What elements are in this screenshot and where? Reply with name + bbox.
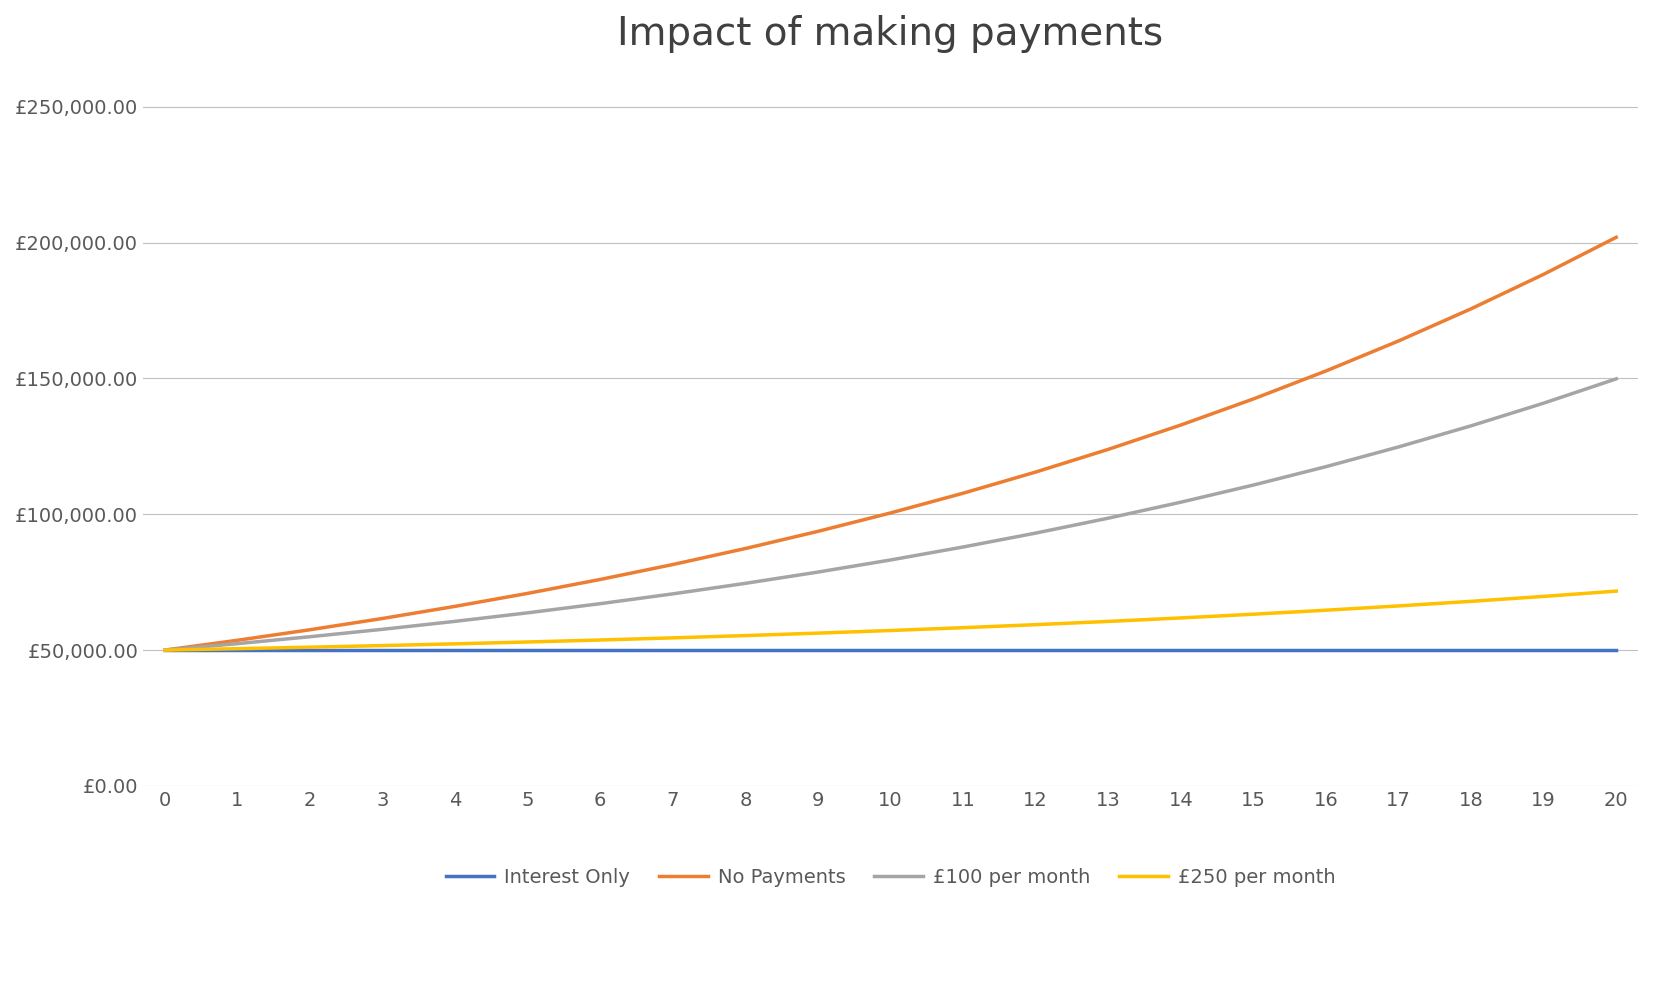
£250 per month bbox=[517, 636, 537, 648]
No Payments bbox=[1461, 302, 1481, 314]
No Payments bbox=[1243, 393, 1263, 405]
No Payments bbox=[663, 559, 683, 571]
£100 per month bbox=[1534, 398, 1554, 409]
£250 per month bbox=[372, 639, 392, 651]
No Payments bbox=[1027, 466, 1046, 478]
£250 per month bbox=[1098, 616, 1117, 627]
£100 per month bbox=[445, 616, 464, 627]
No Payments bbox=[1098, 444, 1117, 456]
Line: No Payments: No Payments bbox=[165, 238, 1617, 650]
£100 per month bbox=[1461, 420, 1481, 432]
£100 per month bbox=[881, 554, 901, 566]
Interest Only bbox=[301, 644, 321, 656]
No Payments bbox=[736, 543, 755, 555]
Interest Only bbox=[590, 644, 610, 656]
£250 per month bbox=[1389, 600, 1408, 612]
£250 per month bbox=[301, 641, 321, 653]
£100 per month bbox=[1389, 441, 1408, 453]
£250 per month bbox=[663, 632, 683, 644]
No Payments bbox=[228, 634, 248, 646]
£100 per month bbox=[1170, 496, 1190, 508]
£250 per month bbox=[1170, 612, 1190, 624]
Interest Only bbox=[881, 644, 901, 656]
Interest Only bbox=[736, 644, 755, 656]
No Payments bbox=[1316, 365, 1336, 377]
£100 per month bbox=[155, 644, 175, 656]
Interest Only bbox=[517, 644, 537, 656]
Interest Only bbox=[663, 644, 683, 656]
Interest Only bbox=[1607, 644, 1627, 656]
£100 per month bbox=[1316, 461, 1336, 472]
Line: £100 per month: £100 per month bbox=[165, 379, 1617, 650]
No Payments bbox=[954, 487, 974, 499]
No Payments bbox=[1607, 232, 1627, 244]
Interest Only bbox=[1461, 644, 1481, 656]
£250 per month bbox=[736, 629, 755, 641]
£250 per month bbox=[590, 634, 610, 646]
£100 per month bbox=[663, 588, 683, 600]
Line: £250 per month: £250 per month bbox=[165, 591, 1617, 650]
Interest Only bbox=[1534, 644, 1554, 656]
£250 per month bbox=[954, 622, 974, 633]
Interest Only bbox=[155, 644, 175, 656]
No Payments bbox=[1170, 419, 1190, 431]
No Payments bbox=[590, 573, 610, 585]
Legend: Interest Only, No Payments, £100 per month, £250 per month: Interest Only, No Payments, £100 per mon… bbox=[438, 860, 1342, 895]
Title: Impact of making payments: Impact of making payments bbox=[618, 15, 1164, 53]
£250 per month bbox=[808, 627, 828, 639]
£250 per month bbox=[155, 644, 175, 656]
No Payments bbox=[517, 587, 537, 599]
Interest Only bbox=[372, 644, 392, 656]
£250 per month bbox=[1243, 608, 1263, 620]
£250 per month bbox=[228, 643, 248, 655]
Interest Only bbox=[1170, 644, 1190, 656]
Interest Only bbox=[228, 644, 248, 656]
£100 per month bbox=[372, 624, 392, 635]
£100 per month bbox=[808, 567, 828, 578]
No Payments bbox=[445, 600, 464, 612]
Interest Only bbox=[1098, 644, 1117, 656]
£250 per month bbox=[1461, 595, 1481, 607]
£250 per month bbox=[1607, 585, 1627, 597]
£100 per month bbox=[1098, 513, 1117, 524]
£250 per month bbox=[881, 625, 901, 636]
£100 per month bbox=[1027, 527, 1046, 539]
Interest Only bbox=[1243, 644, 1263, 656]
No Payments bbox=[881, 507, 901, 518]
No Payments bbox=[301, 624, 321, 635]
No Payments bbox=[808, 525, 828, 537]
£100 per month bbox=[301, 630, 321, 642]
£100 per month bbox=[736, 577, 755, 589]
No Payments bbox=[372, 613, 392, 625]
No Payments bbox=[155, 644, 175, 656]
Interest Only bbox=[954, 644, 974, 656]
£100 per month bbox=[954, 541, 974, 553]
Interest Only bbox=[1389, 644, 1408, 656]
£100 per month bbox=[1243, 479, 1263, 491]
£100 per month bbox=[228, 637, 248, 649]
Interest Only bbox=[1027, 644, 1046, 656]
£100 per month bbox=[1607, 373, 1627, 385]
£250 per month bbox=[1316, 604, 1336, 616]
Interest Only bbox=[445, 644, 464, 656]
£250 per month bbox=[1027, 619, 1046, 630]
£100 per month bbox=[590, 598, 610, 610]
£250 per month bbox=[445, 638, 464, 650]
£250 per month bbox=[1534, 590, 1554, 602]
Interest Only bbox=[1316, 644, 1336, 656]
Interest Only bbox=[808, 644, 828, 656]
No Payments bbox=[1389, 335, 1408, 347]
No Payments bbox=[1534, 268, 1554, 280]
£100 per month bbox=[517, 607, 537, 619]
